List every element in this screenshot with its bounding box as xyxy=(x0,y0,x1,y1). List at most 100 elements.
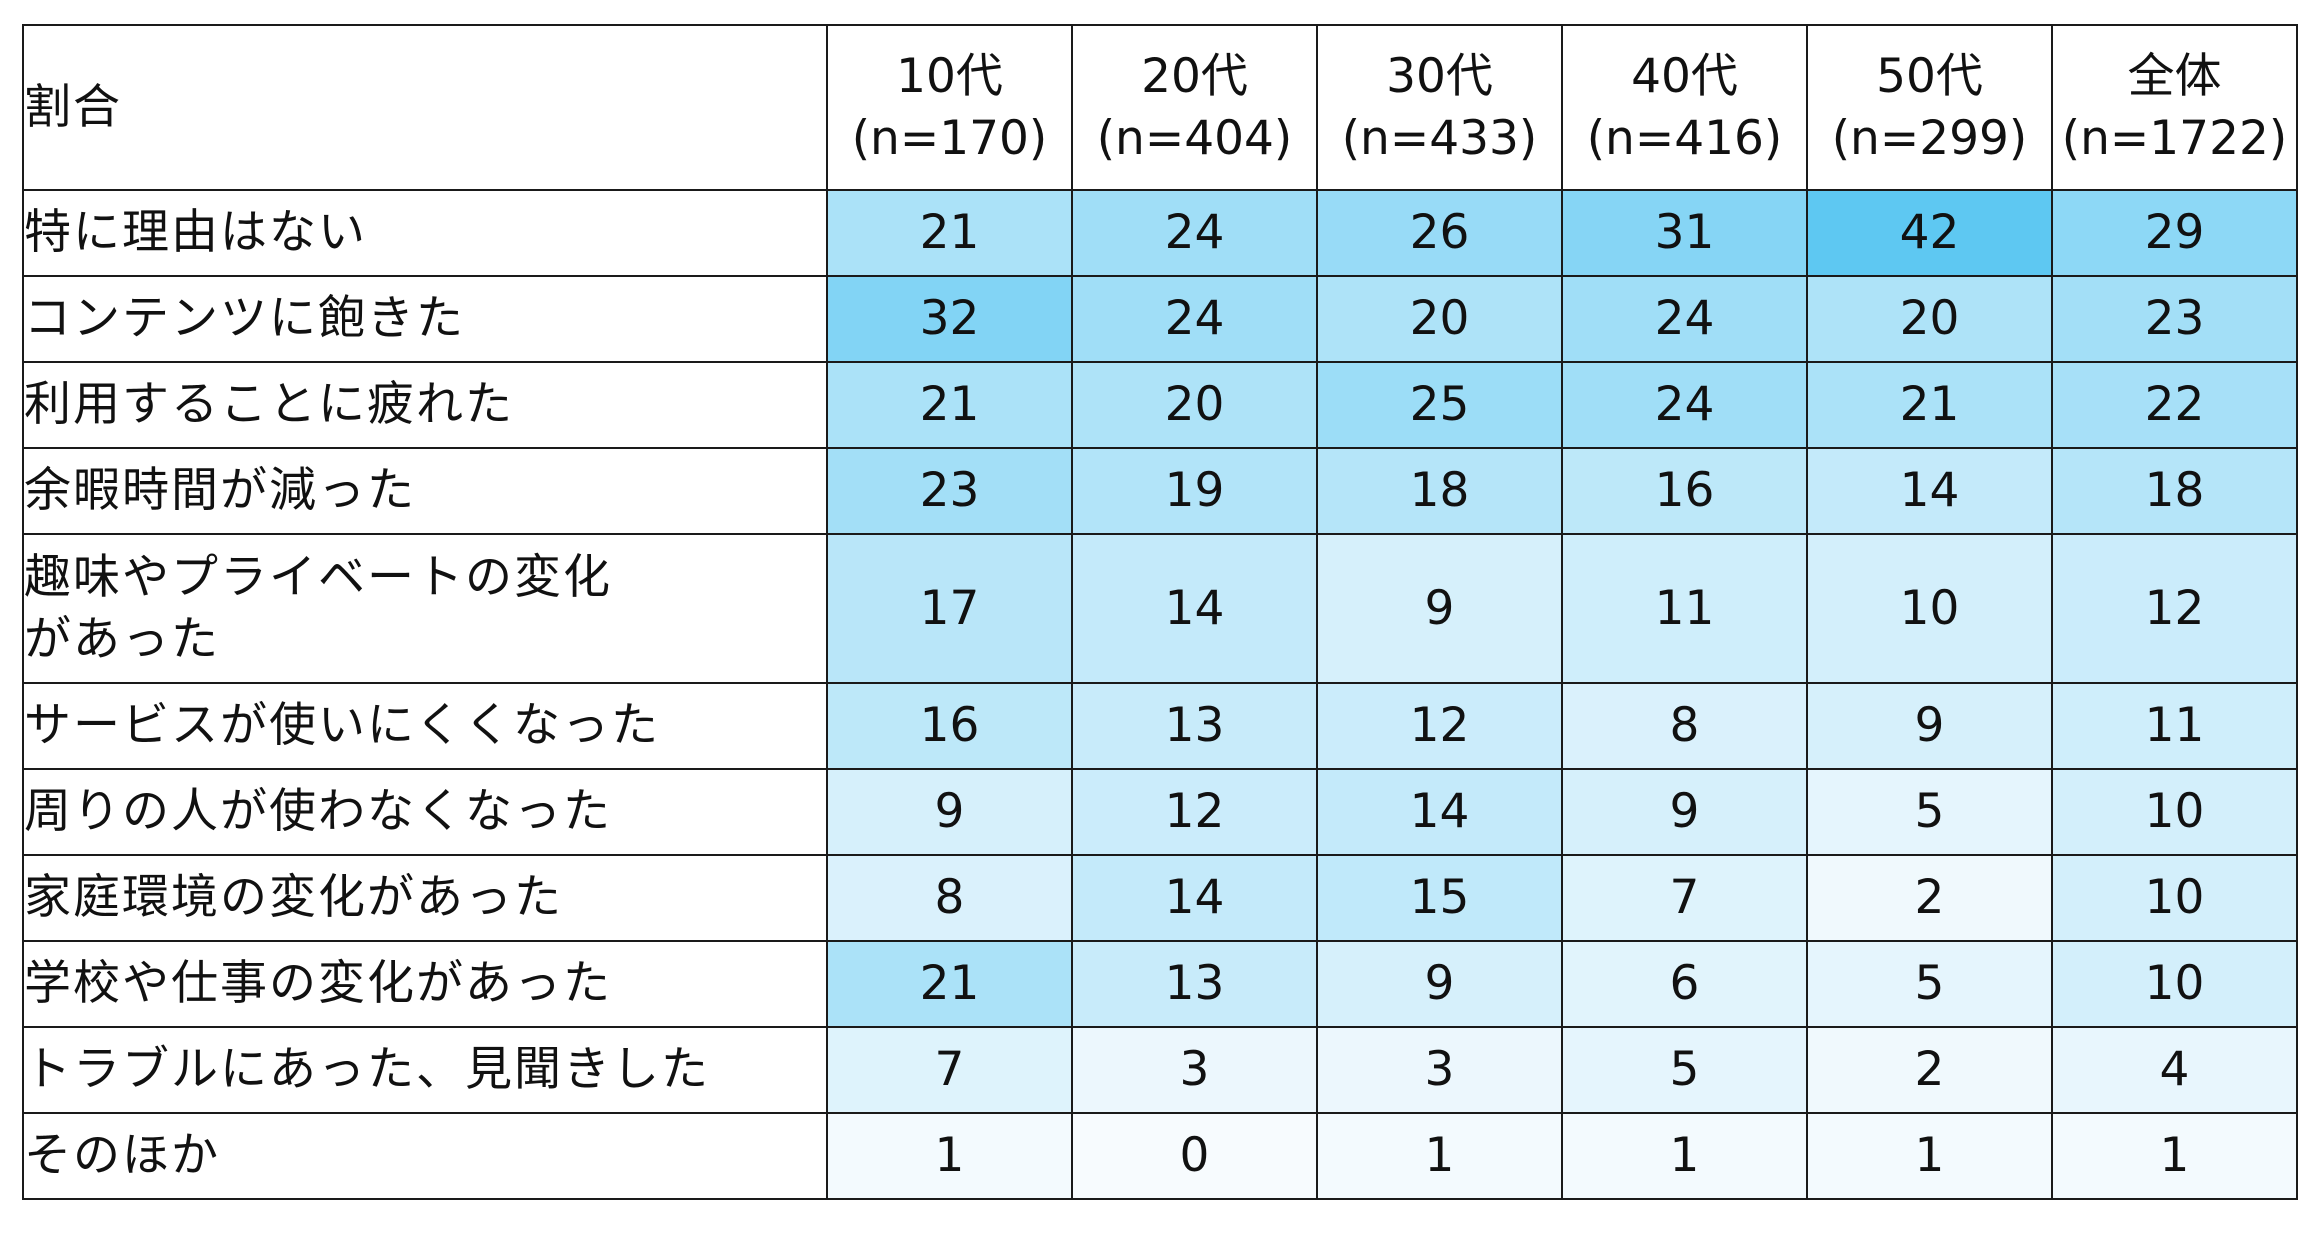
column-header-n: (n=433) xyxy=(1341,110,1538,166)
heat-cell: 10 xyxy=(1806,533,2053,684)
column-header-name: 40代 xyxy=(1631,48,1738,104)
heat-cell: 26 xyxy=(1316,189,1563,277)
heat-cell: 1 xyxy=(1806,1112,2053,1200)
heat-cell: 21 xyxy=(826,361,1073,449)
heat-cell: 14 xyxy=(1071,854,1318,942)
heat-cell: 12 xyxy=(2051,533,2298,684)
table-row: トラブルにあった、見聞きした 7 3 3 5 2 4 xyxy=(22,1026,2298,1114)
column-header: 50代 (n=299) xyxy=(1806,24,2053,191)
row-label: 家庭環境の変化があった xyxy=(22,854,828,942)
column-header-name: 20代 xyxy=(1141,48,1248,104)
table-row: 周りの人が使わなくなった 9 12 14 9 5 10 xyxy=(22,768,2298,856)
corner-label: 割合 xyxy=(22,24,828,191)
column-header-n: (n=404) xyxy=(1096,110,1293,166)
heat-cell: 5 xyxy=(1561,1026,1808,1114)
heat-cell: 1 xyxy=(1561,1112,1808,1200)
heat-cell: 7 xyxy=(1561,854,1808,942)
row-label: 趣味やプライベートの変化 があった xyxy=(22,533,828,684)
column-header-name: 30代 xyxy=(1386,48,1493,104)
heat-cell: 5 xyxy=(1806,768,2053,856)
table-row: 学校や仕事の変化があった 21 13 9 6 5 10 xyxy=(22,940,2298,1028)
table-body: 特に理由はない 21 24 26 31 42 29 コンテンツに飽きた 32 24 20 24 20 23… xyxy=(22,189,2298,1200)
heat-cell: 22 xyxy=(2051,361,2298,449)
row-label-text: そのほか xyxy=(24,1128,220,1183)
heat-cell: 6 xyxy=(1561,940,1808,1028)
heat-cell: 12 xyxy=(1071,768,1318,856)
column-header-name: 50代 xyxy=(1876,48,1983,104)
row-label-text: 利用することに疲れた xyxy=(24,377,514,432)
table-row: 趣味やプライベートの変化 があった 17 14 9 11 10 12 xyxy=(22,533,2298,684)
table-row: 余暇時間が減った 23 19 18 16 14 18 xyxy=(22,447,2298,535)
row-label: 特に理由はない xyxy=(22,189,828,277)
heat-cell: 4 xyxy=(2051,1026,2298,1114)
heat-cell: 13 xyxy=(1071,682,1318,770)
heat-cell: 16 xyxy=(826,682,1073,770)
heat-cell: 9 xyxy=(1316,533,1563,684)
heat-cell: 9 xyxy=(1561,768,1808,856)
heat-cell: 10 xyxy=(2051,854,2298,942)
column-header-n: (n=1722) xyxy=(2061,110,2288,166)
heat-cell: 0 xyxy=(1071,1112,1318,1200)
heat-cell: 8 xyxy=(1561,682,1808,770)
heat-cell: 19 xyxy=(1071,447,1318,535)
table-row: 利用することに疲れた 21 20 25 24 21 22 xyxy=(22,361,2298,449)
heat-cell: 20 xyxy=(1316,275,1563,363)
heat-cell: 31 xyxy=(1561,189,1808,277)
heat-cell: 7 xyxy=(826,1026,1073,1114)
column-header: 10代 (n=170) xyxy=(826,24,1073,191)
row-label-text: サービスが使いにくくなった xyxy=(24,698,661,753)
row-label: 周りの人が使わなくなった xyxy=(22,768,828,856)
heat-cell: 3 xyxy=(1071,1026,1318,1114)
column-header-n: (n=416) xyxy=(1586,110,1783,166)
heat-cell: 1 xyxy=(2051,1112,2298,1200)
heat-cell: 24 xyxy=(1561,361,1808,449)
row-label-text: 余暇時間が減った xyxy=(24,463,416,518)
heat-cell: 11 xyxy=(1561,533,1808,684)
heat-cell: 16 xyxy=(1561,447,1808,535)
heat-cell: 21 xyxy=(1806,361,2053,449)
heat-cell: 18 xyxy=(2051,447,2298,535)
heat-cell: 9 xyxy=(1806,682,2053,770)
header-row: 割合 10代 (n=170) 20代 (n=404) 30代 (n=433) 40代 (n=4… xyxy=(22,24,2298,191)
heat-cell: 29 xyxy=(2051,189,2298,277)
row-label-text: 家庭環境の変化があった xyxy=(24,870,563,925)
heat-cell: 15 xyxy=(1316,854,1563,942)
table-row: そのほか 1 0 1 1 1 1 xyxy=(22,1112,2298,1200)
heat-cell: 8 xyxy=(826,854,1073,942)
row-label-text: トラブルにあった、見聞きした xyxy=(24,1042,710,1097)
heat-cell: 17 xyxy=(826,533,1073,684)
row-label-text: コンテンツに飽きた xyxy=(24,291,465,346)
heat-cell: 3 xyxy=(1316,1026,1563,1114)
column-header-n: (n=170) xyxy=(851,110,1048,166)
column-header: 30代 (n=433) xyxy=(1316,24,1563,191)
heat-cell: 12 xyxy=(1316,682,1563,770)
heat-cell: 14 xyxy=(1806,447,2053,535)
heat-cell: 24 xyxy=(1071,189,1318,277)
heat-cell: 13 xyxy=(1071,940,1318,1028)
heat-cell: 20 xyxy=(1806,275,2053,363)
heat-cell: 24 xyxy=(1561,275,1808,363)
heat-cell: 14 xyxy=(1071,533,1318,684)
heat-cell: 11 xyxy=(2051,682,2298,770)
table-row: サービスが使いにくくなった 16 13 12 8 9 11 xyxy=(22,682,2298,770)
row-label-text: 学校や仕事の変化があった xyxy=(24,956,612,1011)
table-row: コンテンツに飽きた 32 24 20 24 20 23 xyxy=(22,275,2298,363)
row-label: トラブルにあった、見聞きした xyxy=(22,1026,828,1114)
heat-cell: 21 xyxy=(826,189,1073,277)
heat-cell: 2 xyxy=(1806,1026,2053,1114)
row-label-text: 周りの人が使わなくなった xyxy=(24,784,612,839)
row-label: 余暇時間が減った xyxy=(22,447,828,535)
heat-cell: 9 xyxy=(1316,940,1563,1028)
table-wrapper: 割合 10代 (n=170) 20代 (n=404) 30代 (n=433) 40代 (n=4… xyxy=(22,24,2298,1200)
column-header: 40代 (n=416) xyxy=(1561,24,1808,191)
row-label: 利用することに疲れた xyxy=(22,361,828,449)
table-row: 家庭環境の変化があった 8 14 15 7 2 10 xyxy=(22,854,2298,942)
column-header-n: (n=299) xyxy=(1831,110,2028,166)
heat-cell: 32 xyxy=(826,275,1073,363)
row-label: サービスが使いにくくなった xyxy=(22,682,828,770)
table-row: 特に理由はない 21 24 26 31 42 29 xyxy=(22,189,2298,277)
heat-cell: 42 xyxy=(1806,189,2053,277)
heatmap-table: 割合 10代 (n=170) 20代 (n=404) 30代 (n=433) 40代 (n=4… xyxy=(22,24,2298,1200)
heat-cell: 1 xyxy=(826,1112,1073,1200)
heat-cell: 5 xyxy=(1806,940,2053,1028)
